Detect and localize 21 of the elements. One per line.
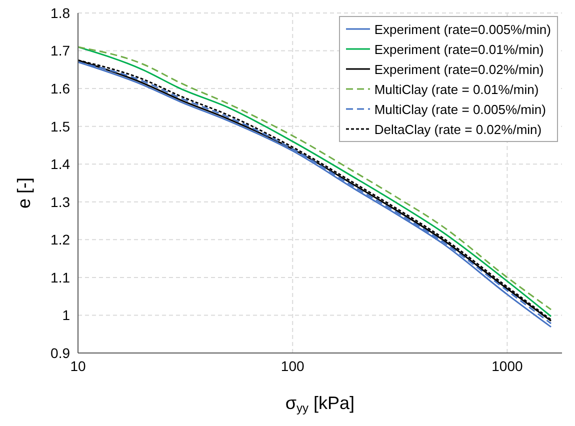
- legend-label: MultiClay (rate = 0.01%/min): [374, 82, 539, 96]
- y-tick-label: 1.2: [50, 232, 70, 248]
- y-tick-label: 1: [62, 307, 70, 324]
- x-tick-label: 1000: [492, 358, 523, 374]
- legend-label: DeltaClay (rate = 0.02%/min): [374, 122, 542, 136]
- legend-label: Experiment (rate=0.02%/min): [374, 62, 544, 76]
- y-tick-label: 1.4: [50, 156, 70, 172]
- y-tick-label: 1.3: [50, 194, 70, 210]
- y-axis-title: e [-]: [14, 177, 34, 209]
- y-tick-label: 1.8: [50, 4, 70, 21]
- legend-label: MultiClay (rate = 0.005%/min): [374, 102, 546, 116]
- y-tick-label: 0.9: [50, 344, 70, 361]
- x-tick-label: 10: [70, 358, 86, 374]
- x-tick-label: 100: [280, 358, 304, 374]
- x-axis-title: σ$_{yy}$ [kPa]: [285, 393, 355, 415]
- y-tick-label: 1.1: [50, 269, 70, 286]
- legend-label: Experiment (rate=0.005%/min): [374, 22, 551, 36]
- y-tick-label: 1.5: [50, 118, 70, 134]
- y-tick-label: 1.6: [50, 80, 70, 97]
- y-tick-label: 1.7: [50, 42, 70, 59]
- legend-label: Experiment (rate=0.01%/min): [374, 42, 544, 56]
